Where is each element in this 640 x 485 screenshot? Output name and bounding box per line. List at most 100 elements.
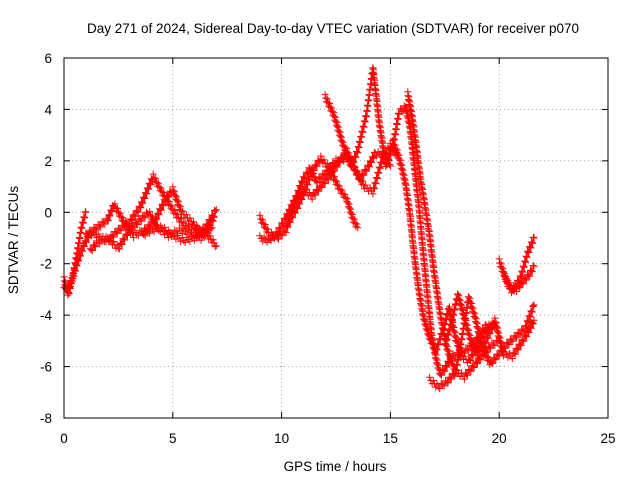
- data-point: [71, 267, 79, 275]
- data-point: [489, 340, 497, 348]
- data-point: [368, 159, 375, 166]
- data-point: [315, 157, 323, 165]
- data-point: [283, 222, 291, 230]
- data-point: [354, 224, 362, 232]
- data-point: [324, 163, 332, 171]
- data-point: [475, 347, 483, 355]
- data-point: [171, 188, 179, 196]
- data-point: [458, 336, 466, 344]
- data-point: [282, 222, 290, 229]
- data-point: [81, 214, 89, 222]
- data-point: [465, 293, 473, 301]
- data-point: [173, 197, 181, 205]
- data-point: [264, 225, 272, 233]
- data-point: [273, 229, 281, 237]
- data-point: [333, 177, 341, 185]
- data-point: [519, 268, 527, 276]
- data-point: [133, 207, 141, 215]
- data-point: [119, 235, 127, 243]
- data-point: [363, 167, 371, 175]
- data-point: [259, 220, 267, 228]
- data-point: [492, 356, 500, 364]
- data-point: [287, 212, 295, 220]
- data-point: [501, 275, 509, 283]
- data-point: [159, 201, 167, 209]
- data-point: [112, 229, 120, 237]
- data-point: [209, 212, 217, 220]
- data-point: [387, 151, 395, 159]
- data-point: [297, 195, 305, 203]
- data-point: [115, 245, 123, 253]
- data-point: [519, 280, 527, 288]
- data-point: [450, 370, 457, 378]
- data-point: [134, 231, 142, 239]
- data-point: [117, 240, 125, 248]
- data-point: [173, 193, 180, 201]
- data-point: [464, 371, 472, 379]
- y-tick-label: 4: [44, 102, 52, 117]
- data-point: [516, 341, 524, 349]
- data-point: [190, 218, 197, 226]
- data-point: [158, 188, 166, 196]
- data-point: [312, 161, 320, 169]
- data-point: [78, 224, 86, 232]
- x-tick-label: 0: [60, 431, 68, 446]
- data-point: [524, 247, 531, 255]
- data-point: [445, 347, 453, 355]
- data-point: [463, 370, 471, 378]
- data-point: [505, 341, 513, 348]
- data-point: [278, 219, 286, 227]
- data-point: [121, 236, 129, 244]
- data-point: [336, 159, 344, 167]
- data-point: [288, 201, 296, 209]
- data-point: [488, 324, 495, 332]
- data-point: [468, 340, 476, 348]
- data-point: [146, 180, 154, 188]
- data-point: [150, 219, 158, 227]
- data-point: [96, 233, 104, 241]
- data-point: [99, 236, 107, 244]
- data-point: [483, 333, 491, 341]
- data-point: [368, 153, 376, 161]
- data-point: [500, 352, 508, 360]
- data-point: [153, 215, 161, 223]
- data-point: [463, 345, 471, 353]
- data-point: [367, 158, 375, 166]
- data-point: [527, 324, 535, 332]
- data-point: [168, 202, 176, 210]
- data-point: [275, 224, 283, 232]
- data-point: [524, 328, 532, 336]
- data-point: [526, 323, 534, 331]
- data-point: [87, 228, 95, 236]
- data-point: [74, 256, 82, 264]
- data-point: [150, 228, 158, 236]
- data-point: [87, 246, 95, 254]
- data-point: [358, 133, 365, 141]
- data-point: [151, 178, 159, 186]
- data-point: [511, 281, 519, 289]
- data-point: [362, 181, 370, 189]
- data-point: [61, 284, 69, 292]
- data-point: [164, 234, 172, 242]
- data-point: [449, 357, 457, 365]
- data-point: [351, 163, 359, 171]
- data-point: [436, 370, 444, 378]
- data-point: [487, 344, 494, 352]
- data-point: [289, 214, 297, 222]
- data-point: [433, 380, 441, 388]
- x-tick-label: 25: [600, 431, 615, 446]
- data-point: [136, 203, 144, 211]
- data-point: [509, 337, 517, 345]
- data-point: [206, 216, 214, 224]
- data-point: [514, 277, 522, 285]
- data-point: [347, 162, 355, 170]
- data-point: [170, 232, 178, 240]
- data-point: [122, 230, 130, 238]
- data-point: [106, 211, 113, 219]
- data-point: [350, 215, 358, 223]
- data-point: [503, 276, 510, 284]
- data-point: [141, 232, 149, 240]
- data-point: [286, 207, 294, 215]
- data-point: [470, 340, 478, 348]
- data-point: [88, 247, 96, 254]
